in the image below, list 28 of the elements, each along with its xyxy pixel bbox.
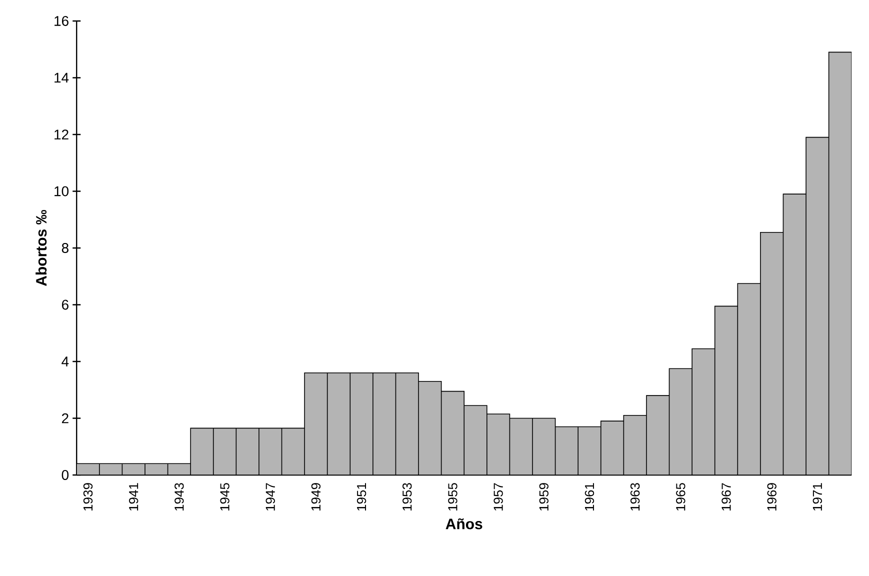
- x-tick-label: 1965: [676, 483, 686, 510]
- x-tick-label: 1949: [311, 483, 321, 510]
- y-tick-label: 4: [62, 356, 69, 366]
- y-tick-label: 12: [54, 130, 68, 140]
- y-tick-label: 14: [54, 72, 69, 83]
- x-tick-label: 1961: [584, 483, 594, 510]
- x-tick-label: 1943: [174, 483, 184, 510]
- x-tick-label: 1957: [494, 483, 503, 510]
- x-tick-label: 1967: [722, 483, 731, 510]
- x-tick-label: 1971: [812, 483, 822, 510]
- x-tick-label: 1945: [220, 483, 230, 510]
- y-tick-label: 6: [62, 300, 68, 310]
- y-tick-label: 8: [62, 243, 68, 253]
- x-tick-label: 1939: [83, 483, 93, 510]
- x-tick-label: 1969: [767, 483, 776, 510]
- x-tick-label: 1959: [539, 483, 548, 510]
- x-tick-label: 1947: [266, 483, 275, 510]
- y-tick-label: 10: [54, 186, 69, 196]
- x-tick-label: 1941: [128, 483, 138, 510]
- x-tick-label: 1955: [448, 483, 458, 510]
- x-axis-title: Años: [446, 518, 482, 530]
- y-tick-label: 16: [54, 16, 68, 26]
- x-tick-label: 1963: [630, 483, 640, 510]
- y-axis-title: Abortos ‰: [36, 210, 47, 286]
- y-tick-label: 2: [62, 413, 68, 424]
- x-tick-label: 1953: [402, 483, 412, 510]
- y-tick-label: 0: [62, 470, 69, 480]
- x-tick-label: 1951: [356, 483, 366, 510]
